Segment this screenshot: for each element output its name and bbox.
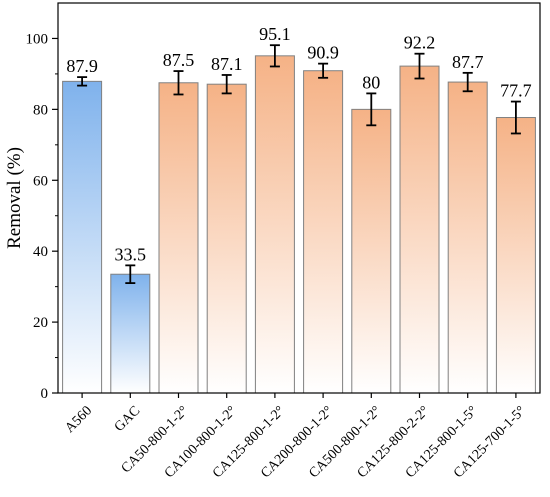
bar-8 bbox=[447, 81, 488, 394]
data-label-8: 87.7 bbox=[452, 52, 484, 72]
error-bar-1 bbox=[125, 264, 136, 284]
y-tick-label-1: 20 bbox=[33, 315, 48, 331]
error-bar-7 bbox=[414, 52, 425, 80]
bar-2 bbox=[158, 82, 199, 394]
plot-frame bbox=[57, 2, 541, 394]
y-tick-label-3: 60 bbox=[33, 173, 48, 189]
bar-5 bbox=[303, 70, 344, 394]
bar-3 bbox=[206, 83, 247, 394]
x-axis: A560 GACCA50-800-1-2°CA100-800-1-2°CA125-… bbox=[63, 393, 529, 481]
error-bar-3 bbox=[221, 74, 232, 95]
x-tick-label-1: GAC bbox=[112, 403, 144, 435]
y-tick-label-4: 80 bbox=[33, 102, 48, 118]
bar-6 bbox=[351, 108, 392, 394]
error-bar-6 bbox=[366, 92, 377, 127]
y-axis: 0 20 40 60 80 100 bbox=[26, 31, 58, 402]
data-label-4: 95.1 bbox=[259, 24, 291, 44]
error-bar-4 bbox=[269, 44, 280, 68]
error-bar-0 bbox=[77, 76, 88, 87]
bar-1 bbox=[110, 273, 151, 394]
data-label-3: 87.1 bbox=[211, 54, 243, 74]
data-label-0: 87.9 bbox=[66, 56, 98, 76]
y-tick-label-0: 0 bbox=[41, 386, 49, 402]
y-axis-title: Removal (%) bbox=[4, 147, 25, 249]
data-label-1: 33.5 bbox=[115, 244, 147, 264]
error-bar-9 bbox=[510, 100, 521, 135]
bar-7 bbox=[399, 65, 440, 394]
y-tick-label-5: 100 bbox=[26, 31, 49, 47]
y-tick-label-2: 40 bbox=[33, 244, 48, 260]
error-bars bbox=[77, 44, 521, 284]
error-bar-8 bbox=[462, 71, 473, 93]
x-tick-label-0: A560 bbox=[63, 403, 96, 436]
data-label-7: 92.2 bbox=[404, 33, 436, 53]
bar-9 bbox=[495, 117, 536, 394]
error-bar-2 bbox=[173, 70, 184, 96]
bars bbox=[62, 55, 536, 394]
error-bar-5 bbox=[318, 62, 329, 79]
bar-4 bbox=[254, 55, 295, 394]
data-label-5: 90.9 bbox=[307, 43, 339, 63]
data-label-2: 87.5 bbox=[163, 50, 195, 70]
data-label-9: 77.7 bbox=[500, 81, 532, 101]
data-labels: 87.9 33.5 87.5 87.1 95.1 90.9 80 92.2 87.7 77.7 bbox=[66, 24, 531, 264]
data-label-6: 80 bbox=[362, 72, 380, 92]
bar-0 bbox=[62, 80, 103, 394]
